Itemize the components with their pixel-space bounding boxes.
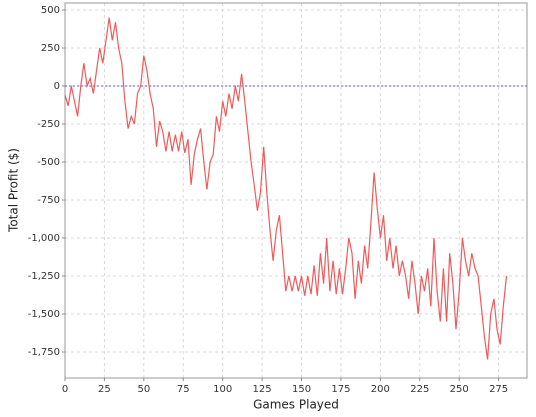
x-tick-label: 225 [410, 384, 429, 395]
x-tick-label: 250 [450, 384, 469, 395]
y-tick-label: -1,500 [28, 309, 60, 320]
plot-border [64, 2, 528, 379]
x-tick-label: 150 [292, 384, 311, 395]
x-tick-label: 100 [213, 384, 232, 395]
data-line [64, 17, 508, 360]
y-tick-label: -1,750 [28, 347, 60, 358]
y-tick-label: -750 [37, 195, 60, 206]
x-tick-label: 75 [177, 384, 190, 395]
x-tick-label: 25 [98, 384, 111, 395]
plot-area [65, 3, 527, 378]
x-tick-label: 200 [371, 384, 390, 395]
y-tick-label: 0 [54, 81, 60, 92]
x-tick-label: 275 [489, 384, 508, 395]
y-tick-label: 500 [41, 5, 60, 16]
y-tick-label: 250 [41, 43, 60, 54]
y-tick-label: -1,000 [28, 233, 60, 244]
x-axis-title: Games Played [253, 398, 339, 412]
x-tick-label: 175 [331, 384, 350, 395]
y-tick-label: -250 [37, 119, 60, 130]
x-tick-label: 0 [62, 384, 68, 395]
x-tick-label: 50 [137, 384, 150, 395]
x-tick-label: 125 [253, 384, 272, 395]
y-tick-label: -1,250 [28, 271, 60, 282]
y-axis-title: Total Profit ($) [7, 148, 21, 233]
y-tick-label: -500 [37, 157, 60, 168]
